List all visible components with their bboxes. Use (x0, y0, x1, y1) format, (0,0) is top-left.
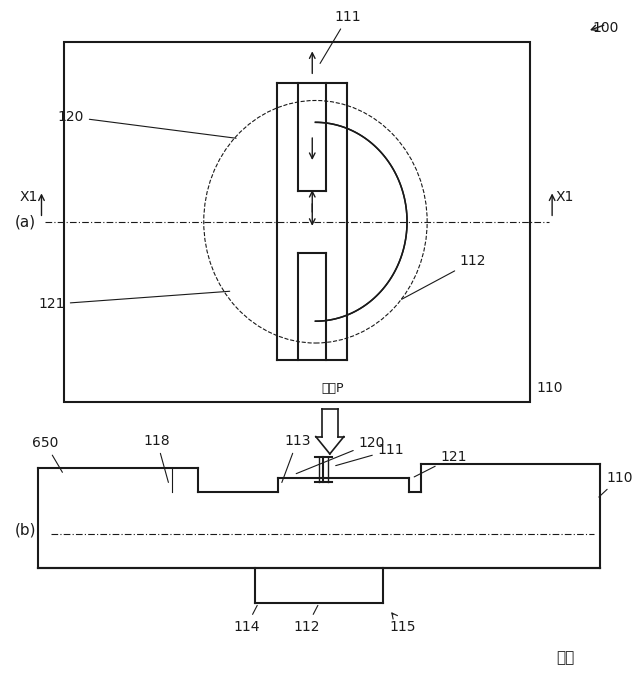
Text: 110: 110 (599, 471, 633, 497)
Text: (b): (b) (15, 523, 36, 538)
Text: 118: 118 (143, 434, 170, 482)
Text: 111: 111 (320, 10, 361, 64)
Text: 112: 112 (294, 606, 320, 633)
Text: 100: 100 (593, 21, 619, 35)
Text: (a): (a) (15, 214, 36, 229)
Text: 110: 110 (536, 381, 563, 395)
Text: X1: X1 (556, 191, 573, 204)
Text: 113: 113 (282, 434, 310, 482)
Bar (64, 42, 530, 402)
Text: 121: 121 (38, 291, 230, 311)
Text: 111: 111 (336, 443, 404, 466)
Text: 115: 115 (389, 613, 416, 633)
Text: 120: 120 (58, 110, 236, 138)
Text: 圧力P: 圧力P (322, 382, 344, 395)
Text: X1: X1 (20, 191, 38, 204)
Text: 121: 121 (414, 450, 467, 477)
Text: 112: 112 (402, 254, 486, 299)
Text: 図１: 図１ (556, 650, 575, 665)
Text: 114: 114 (233, 606, 259, 633)
Text: 120: 120 (296, 436, 385, 473)
Text: 650: 650 (32, 436, 63, 473)
